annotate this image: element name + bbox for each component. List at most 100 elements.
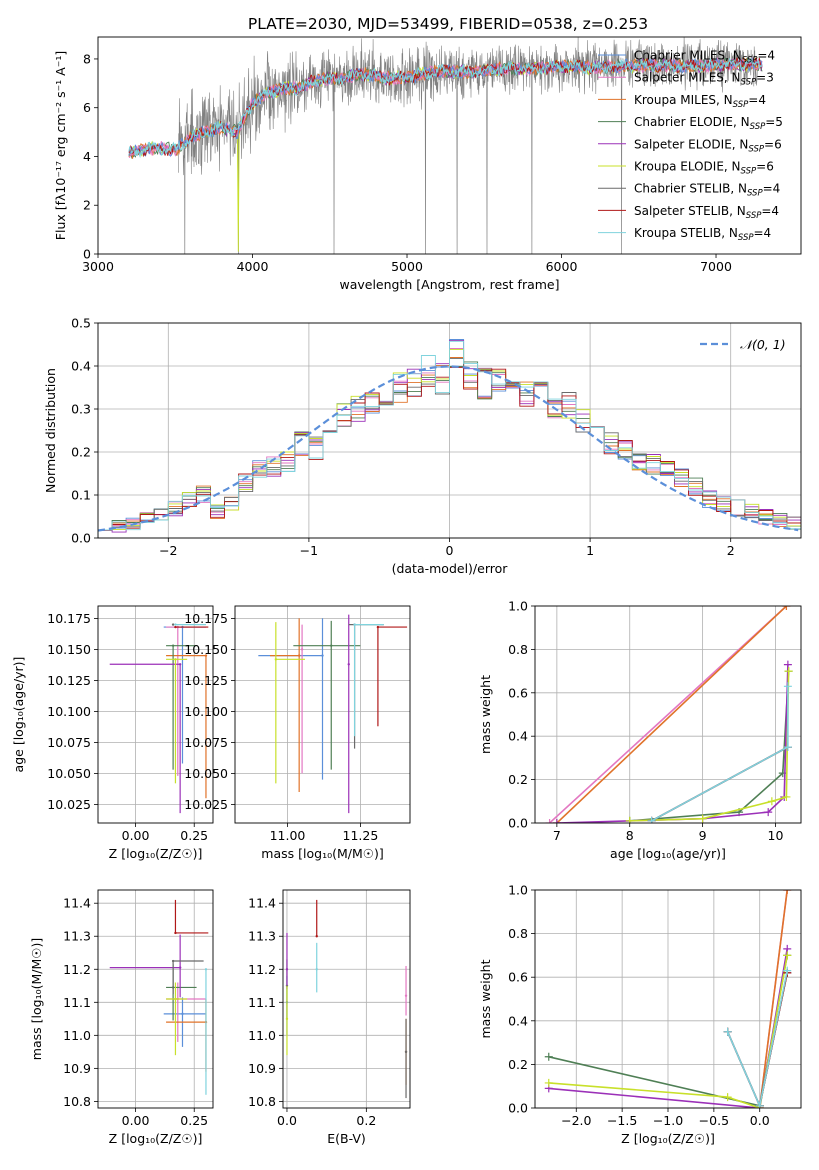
y-tick-label: 0.3 (71, 402, 91, 417)
x-tick-label: −1 (300, 543, 318, 558)
model-spectrum-kroupa-elodie (128, 57, 763, 252)
weight-line-chabrier-miles (726, 972, 788, 1108)
x-tick-label: −1.5 (607, 1113, 637, 1128)
weight-line-kroupa-stelib (726, 970, 788, 1108)
data-point (204, 654, 208, 657)
y-tick-label: 11.4 (63, 896, 91, 911)
weight-marker (782, 792, 791, 801)
y-tick-label: 10.175 (184, 611, 228, 626)
weight-line-kroupa-elodie (548, 955, 788, 1108)
spectrum-legend: Chabrier MILES, NSSP=4 Salpeter MILES, NS… (598, 49, 783, 243)
y-tick-label: 0.4 (508, 729, 528, 744)
y-tick-label: 0.4 (508, 1013, 528, 1028)
y-tick-label: 0.2 (508, 1057, 528, 1072)
x-tick-label: 8 (626, 828, 634, 843)
y-tick-label: 11.4 (248, 896, 276, 911)
weight-vs-Z-frame (534, 889, 802, 1109)
x-tick-label: 7000 (700, 259, 732, 274)
y-axis-label: Flux [fλ10⁻¹⁷ erg cm⁻² s⁻¹ A⁻¹] (53, 51, 68, 240)
model-spectrum-kroupa-stelib (128, 57, 763, 159)
y-tick-label: 11.0 (63, 1028, 91, 1043)
mass-vs-Z-errorbars (109, 899, 209, 1095)
y-tick-label: 0.1 (71, 488, 91, 503)
x-axis-label: mass [log₁₀(M/M☉)] (261, 846, 383, 861)
data-point (376, 625, 380, 629)
y-tick-label: 1.0 (508, 883, 528, 898)
x-tick-label: 11.00 (270, 828, 306, 843)
y-tick-label: 10.175 (47, 611, 91, 626)
y-tick-label: 0.4 (71, 359, 91, 374)
x-tick-label: 0 (446, 543, 454, 558)
legend-entry: Chabrier ELODIE, NSSP=5 (634, 115, 783, 132)
y-axis-label: age [log₁₀(age/yr)] (11, 657, 26, 773)
y-tick-label: 4 (83, 149, 91, 164)
y-tick-label: 0.5 (71, 316, 91, 331)
histogram-kroupa-stelib (98, 340, 801, 538)
age-vs-mass-errorbars (258, 614, 408, 814)
mass-vs-ebv-errorbars (285, 899, 408, 1099)
y-tick-label: 10.075 (184, 735, 228, 750)
weight-marker (723, 1093, 732, 1102)
x-axis-label: Z [log₁₀(Z/Z☉)] (109, 1131, 203, 1146)
mass-vs-ebv-axes: 0.0 0.2 10.8 10.9 11.0 11.1 11.2 11.3 11.4 E(B-V) (248, 890, 410, 1146)
y-tick-label: 0.0 (508, 816, 528, 831)
y-axis-label: mass [log₁₀(M/M☉)] (29, 938, 44, 1060)
mass-vs-Z-frame (97, 889, 214, 1109)
y-tick-label: 10.8 (63, 1094, 91, 1109)
x-axis-label: (data-model)/error (392, 561, 509, 576)
data-point (181, 1012, 184, 1016)
y-tick-label: 10.100 (184, 704, 228, 719)
y-tick-label: 10.125 (47, 673, 91, 688)
y-tick-label: 0.6 (508, 685, 528, 700)
data-point (300, 648, 304, 651)
legend-entry: Kroupa MILES, NSSP=4 (634, 93, 766, 110)
y-tick-label: 10.9 (63, 1061, 91, 1076)
y-tick-label: 11.2 (63, 962, 91, 977)
x-tick-label: 0.0 (277, 1113, 297, 1128)
y-tick-label: 10.050 (47, 766, 91, 781)
spectrum-frame (97, 36, 802, 255)
x-tick-label: 3000 (82, 259, 114, 274)
data-point (347, 663, 350, 666)
mass-vs-Z-axes: 0.00 0.25 10.8 10.9 11.0 11.1 11.2 11.3 11.4 Z [l… (29, 890, 213, 1146)
y-tick-label: 10.9 (248, 1061, 276, 1076)
weight-marker (783, 890, 792, 894)
data-point (178, 966, 182, 969)
data-point (297, 654, 301, 657)
weight-marker (783, 951, 792, 960)
x-axis-label: Z [log₁₀(Z/Z☉)] (621, 1131, 715, 1146)
legend-entry: 𝒩(0, 1) (740, 337, 786, 352)
figure-title: PLATE=2030, MJD=53499, FIBERID=0538, z=0… (248, 15, 648, 33)
legend-entry: Salpeter MILES, NSSP=3 (634, 71, 774, 88)
age-vs-Z-axes: 0.00 0.25 10.025 10.050 10.075 10.100 10.125 10… (11, 606, 213, 861)
model-spectrum-salpeter-stelib (128, 57, 763, 158)
x-tick-label: −2 (159, 543, 177, 558)
y-tick-label: 11.3 (63, 929, 91, 944)
data-point (178, 663, 182, 666)
weight-line-chabrier-stelib (726, 972, 788, 1108)
data-point (285, 1017, 289, 1021)
data-point (315, 968, 318, 971)
y-tick-label: 11.1 (248, 995, 276, 1010)
data-point (315, 935, 318, 938)
data-point (174, 931, 177, 935)
legend-entry: Chabrier MILES, NSSP=4 (634, 49, 775, 66)
y-tick-label: 11.1 (63, 995, 91, 1010)
x-tick-label: −0.5 (699, 1113, 729, 1128)
x-tick-label: 2 (727, 543, 735, 558)
weight-marker (544, 1078, 553, 1087)
weight-marker (764, 808, 773, 817)
x-tick-label: 0.25 (180, 1113, 208, 1128)
y-tick-label: 10.025 (184, 797, 228, 812)
weight-vs-age-series (545, 606, 793, 823)
data-point (404, 1050, 408, 1054)
y-tick-label: 0.8 (508, 642, 528, 657)
age-vs-mass-frame (234, 605, 411, 824)
weight-marker (625, 816, 634, 823)
legend-entry: Kroupa ELODIE, NSSP=6 (634, 160, 774, 177)
weight-marker (698, 814, 707, 823)
y-tick-label: 0.8 (508, 926, 528, 941)
weight-marker (544, 1052, 553, 1061)
weight-vs-Z-axes: −2.0 −1.5 −1.0 −0.5 0.0 0.0 0.2 0.4 0.6 0.8 1.0 Z [… (478, 883, 801, 1146)
y-tick-label: 6 (83, 100, 91, 115)
